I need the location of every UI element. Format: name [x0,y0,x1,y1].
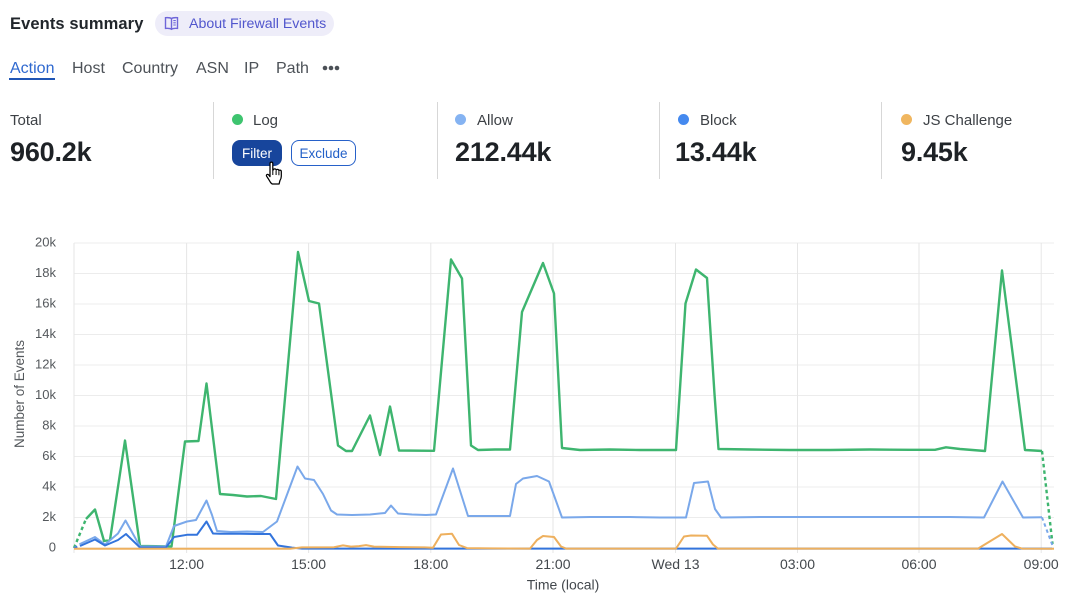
svg-text:0: 0 [49,540,56,555]
svg-text:14k: 14k [35,326,56,341]
svg-text:6k: 6k [42,448,56,463]
svg-text:18:00: 18:00 [413,556,448,572]
svg-text:09:00: 09:00 [1024,556,1059,572]
svg-text:20k: 20k [35,235,56,250]
svg-text:Number of Events: Number of Events [12,340,27,448]
svg-text:15:00: 15:00 [291,556,326,572]
svg-text:12:00: 12:00 [169,556,204,572]
svg-text:4k: 4k [42,479,56,494]
svg-text:03:00: 03:00 [780,556,815,572]
svg-text:10k: 10k [35,387,56,402]
svg-text:21:00: 21:00 [535,556,570,572]
svg-text:8k: 8k [42,418,56,433]
svg-text:Wed 13: Wed 13 [652,556,700,572]
svg-text:18k: 18k [35,265,56,280]
svg-text:2k: 2k [42,509,56,524]
svg-text:12k: 12k [35,357,56,372]
svg-text:06:00: 06:00 [901,556,936,572]
svg-text:16k: 16k [35,296,56,311]
svg-text:Time (local): Time (local) [527,577,600,593]
